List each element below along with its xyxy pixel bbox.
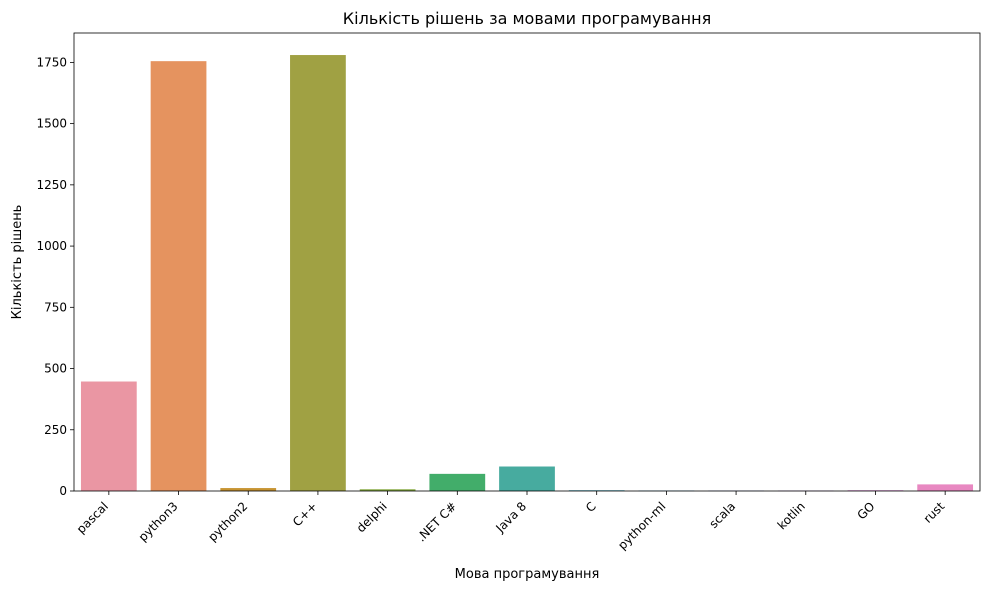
y-tick-label: 250: [44, 423, 67, 437]
x-tick-label: pascal: [74, 499, 111, 536]
bar-java-8: [499, 466, 555, 491]
x-tick-label: python-ml: [615, 499, 668, 552]
y-tick-label: 500: [44, 362, 67, 376]
x-tick-label: .NET C#: [414, 499, 459, 544]
x-axis-ticks: pascal python3 python2 C++ delphi .NET C# Java…: [74, 491, 948, 552]
x-tick-label: Java 8: [492, 499, 529, 536]
bars-group: [80, 55, 974, 492]
y-tick-label: 1750: [36, 55, 67, 69]
chart-title: Кількість рішень за мовами програмування: [343, 9, 711, 28]
y-tick-label: 0: [59, 484, 67, 498]
x-tick-label: kotlin: [775, 499, 808, 532]
x-tick-label: delphi: [354, 499, 390, 535]
x-tick-label: python2: [205, 499, 250, 544]
bar-python3: [150, 61, 207, 492]
plot-frame: [73, 32, 981, 492]
x-tick-label: C: [583, 499, 599, 515]
x-tick-label: GO: [854, 499, 877, 522]
bar-net-c: [429, 473, 486, 491]
bar-pascal: [80, 381, 137, 491]
x-tick-label: rust: [921, 499, 948, 526]
y-axis-label: Кількість рішень: [10, 205, 25, 320]
bar-python2: [220, 488, 277, 491]
y-tick-label: 1000: [36, 239, 67, 253]
x-tick-label: scala: [706, 499, 738, 531]
x-tick-label: C++: [290, 499, 320, 529]
y-tick-label: 750: [44, 300, 67, 314]
bar-c: [290, 55, 346, 491]
y-tick-label: 1250: [36, 178, 67, 192]
x-axis-label: Мова програмування: [455, 567, 600, 582]
y-tick-label: 1500: [36, 117, 67, 131]
bar-rust: [917, 484, 974, 491]
y-axis-ticks: 0 250 500 750 1000 1250 1500 1750: [36, 55, 74, 498]
bar-delphi: [359, 489, 416, 491]
x-tick-label: python3: [136, 499, 181, 544]
